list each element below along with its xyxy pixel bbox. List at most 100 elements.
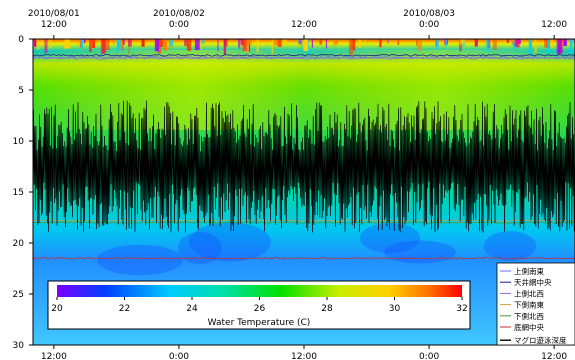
surface-streak bbox=[352, 39, 356, 51]
x-tick-bottom-label: 12:00 bbox=[541, 352, 567, 360]
x-tick-date-label: 2010/08/02 bbox=[153, 9, 205, 19]
series-line bbox=[33, 54, 575, 57]
surface-streak bbox=[247, 39, 252, 46]
surface-streak bbox=[122, 39, 124, 51]
legend-label: 上側南東 bbox=[514, 266, 544, 276]
colorbar-tick-label: 30 bbox=[389, 304, 401, 314]
cold-water-patch bbox=[178, 231, 222, 265]
surface-streak bbox=[311, 39, 313, 48]
surface-streaks bbox=[34, 39, 575, 55]
cold-water-patch bbox=[359, 222, 421, 254]
surface-streak bbox=[348, 39, 353, 55]
y-tick-label: 25 bbox=[13, 290, 24, 300]
surface-streak bbox=[184, 39, 187, 46]
y-tick-label: 0 bbox=[18, 35, 24, 45]
surface-streak bbox=[379, 39, 382, 48]
surface-streak bbox=[63, 39, 66, 49]
surface-streak bbox=[550, 39, 553, 49]
surface-streak bbox=[77, 39, 80, 46]
x-tick-date-label: 2010/08/03 bbox=[403, 9, 455, 19]
legend-label: マグロ遊泳深度 bbox=[514, 335, 567, 345]
surface-streak bbox=[225, 39, 228, 47]
x-tick-time-label: 12:00 bbox=[291, 20, 317, 30]
surface-streak bbox=[34, 39, 37, 47]
legend-label: 底網中央 bbox=[514, 322, 544, 332]
surface-streak bbox=[445, 39, 447, 48]
x-axis-bottom: 12:00 0:00 12:00 0:00 12:00 bbox=[41, 345, 567, 360]
surface-streak bbox=[435, 39, 439, 50]
surface-streak bbox=[459, 39, 465, 45]
surface-streak bbox=[186, 39, 188, 49]
surface-streak bbox=[307, 39, 309, 54]
surface-streak bbox=[397, 39, 400, 45]
x-tick-bottom-label: 12:00 bbox=[41, 352, 67, 360]
surface-streak bbox=[116, 39, 121, 52]
x-tick-bottom-label: 12:00 bbox=[291, 352, 317, 360]
legend-label: 天井網中央 bbox=[514, 277, 552, 287]
surface-streak bbox=[364, 39, 366, 46]
x-tick-time-label: 0:00 bbox=[169, 20, 189, 30]
surface-streak bbox=[36, 39, 40, 50]
x-tick-time-label: 12:00 bbox=[541, 20, 567, 30]
surface-streak bbox=[92, 39, 95, 48]
surface-streak bbox=[277, 39, 282, 48]
colorbar-tick-label: 20 bbox=[51, 304, 63, 314]
surface-streak bbox=[301, 39, 303, 50]
surface-streak bbox=[273, 39, 279, 46]
surface-streak bbox=[534, 39, 537, 54]
colorbar-tick-label: 26 bbox=[254, 304, 266, 314]
surface-streak bbox=[514, 39, 517, 46]
colorbar: 20 22 24 26 28 30 32 Water Temperature (C) bbox=[47, 280, 471, 330]
surface-streak bbox=[282, 39, 288, 45]
surface-streak bbox=[187, 39, 192, 51]
surface-streak bbox=[256, 39, 259, 53]
cold-water-patch bbox=[384, 240, 456, 264]
colorbar-label: Water Temperature (C) bbox=[208, 318, 311, 328]
surface-streak bbox=[239, 39, 241, 50]
surface-streak bbox=[492, 39, 497, 50]
series-line bbox=[33, 257, 575, 260]
surface-streak bbox=[245, 39, 250, 53]
legend-label: 上側北西 bbox=[514, 288, 544, 298]
x-tick-time-label: 0:00 bbox=[419, 20, 439, 30]
surface-streak bbox=[569, 39, 573, 54]
deep-blue-patches bbox=[97, 222, 537, 276]
surface-streak bbox=[157, 39, 162, 54]
surface-streak bbox=[83, 39, 86, 44]
colorbar-tick-label: 28 bbox=[321, 304, 333, 314]
surface-streak bbox=[387, 39, 389, 44]
surface-streak bbox=[417, 39, 422, 51]
x-tick-bottom-label: 0:00 bbox=[169, 352, 189, 360]
surface-streak bbox=[528, 39, 532, 55]
surface-streak bbox=[511, 39, 516, 44]
surface-streak bbox=[319, 39, 322, 45]
surface-streak bbox=[563, 39, 567, 46]
y-axis: 0 5 10 15 20 25 30 bbox=[13, 35, 33, 351]
x-tick-bottom-label: 0:00 bbox=[419, 352, 439, 360]
surface-streak bbox=[120, 39, 122, 51]
surface-streak bbox=[238, 39, 240, 48]
surface-streak bbox=[102, 39, 106, 54]
y-tick-label: 30 bbox=[13, 341, 25, 351]
surface-streak bbox=[40, 39, 43, 47]
surface-streak bbox=[243, 39, 246, 47]
cold-water-patch bbox=[97, 244, 183, 276]
surface-streak bbox=[123, 39, 125, 45]
y-tick-label: 20 bbox=[13, 239, 25, 249]
surface-streak bbox=[194, 39, 200, 51]
surface-streak bbox=[506, 39, 509, 43]
surface-streak bbox=[358, 39, 362, 48]
y-tick-label: 15 bbox=[13, 188, 24, 198]
cold-water-patch bbox=[483, 231, 537, 261]
y-tick-label: 5 bbox=[18, 86, 24, 96]
cold-water-patch bbox=[188, 222, 272, 262]
legend-label: 下側北西 bbox=[514, 311, 544, 321]
tuna-depth-line bbox=[33, 100, 575, 233]
surface-streak bbox=[65, 39, 70, 49]
surface-streak bbox=[128, 39, 130, 55]
surface-streak bbox=[200, 39, 203, 50]
